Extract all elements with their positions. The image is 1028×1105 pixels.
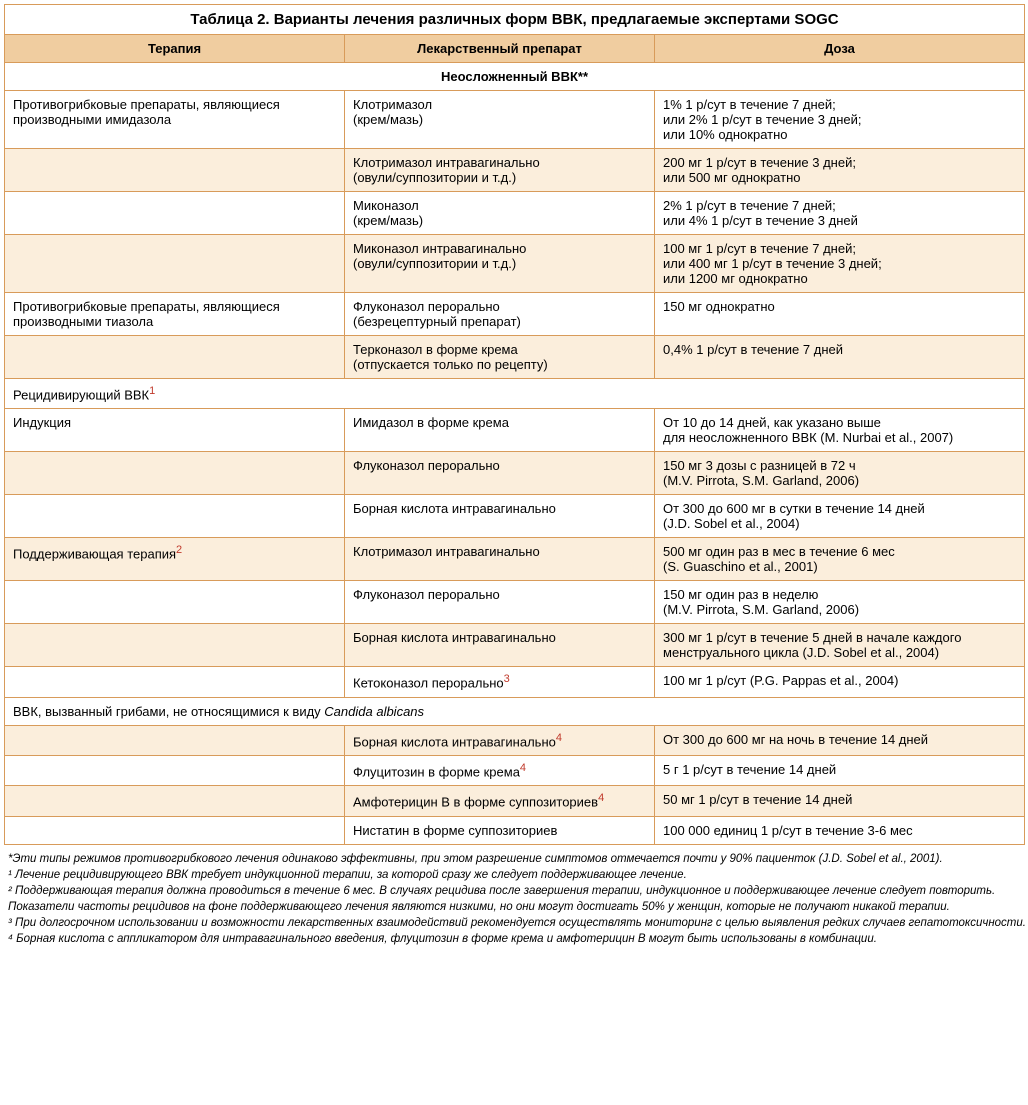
cell-dose: 5 г 1 р/сут в течение 14 дней — [655, 755, 1025, 785]
col-header-dose: Доза — [655, 35, 1025, 63]
cell-drug-sup: 4 — [520, 762, 526, 774]
cell-drug-text: Амфотерицин В в форме суппозиториев — [353, 795, 598, 810]
cell-drug-sup: 4 — [598, 792, 604, 804]
table-row: Флуконазол перорально 150 мг один раз в … — [5, 581, 1025, 624]
cell-therapy — [5, 667, 345, 697]
cell-drug: Флуконазол перорально — [345, 581, 655, 624]
cell-therapy-sup: 2 — [176, 544, 182, 556]
cell-therapy — [5, 452, 345, 495]
table-row: Флуконазол перорально 150 мг 3 дозы с ра… — [5, 452, 1025, 495]
cell-drug-sup: 3 — [504, 673, 510, 685]
cell-drug: Клотримазол интравагинально — [345, 538, 655, 581]
cell-therapy — [5, 725, 345, 755]
cell-therapy — [5, 336, 345, 379]
cell-dose: 200 мг 1 р/сут в течение 3 дней;или 500 … — [655, 149, 1025, 192]
cell-therapy — [5, 786, 345, 816]
cell-drug: Миконазол интравагинально(овули/суппозит… — [345, 235, 655, 293]
section-recurrent: Рецидивирующий ВВК1 — [5, 379, 1025, 409]
cell-dose: От 10 до 14 дней, как указано вышедля не… — [655, 409, 1025, 452]
cell-dose: 2% 1 р/сут в течение 7 дней;или 4% 1 р/с… — [655, 192, 1025, 235]
section-uncomplicated: Неосложненный ВВК** — [5, 63, 1025, 91]
cell-drug: Клотримазол(крем/мазь) — [345, 91, 655, 149]
table-row: Флуцитозин в форме крема4 5 г 1 р/сут в … — [5, 755, 1025, 785]
cell-dose: 100 000 единиц 1 р/сут в течение 3-6 мес — [655, 816, 1025, 844]
cell-drug: Борная кислота интравагинально4 — [345, 725, 655, 755]
cell-drug: Терконазол в форме крема(отпускается тол… — [345, 336, 655, 379]
cell-therapy — [5, 495, 345, 538]
table-row: Борная кислота интравагинально От 300 до… — [5, 495, 1025, 538]
cell-drug: Нистатин в форме суппозиториев — [345, 816, 655, 844]
cell-drug: Флуконазол перорально(безрецептурный пре… — [345, 293, 655, 336]
cell-drug: Миконазол(крем/мазь) — [345, 192, 655, 235]
section-recurrent-text: Рецидивирующий ВВК — [13, 387, 149, 402]
section-non-albicans: ВВК, вызванный грибами, не относящимися … — [5, 697, 1025, 725]
cell-drug: Флуцитозин в форме крема4 — [345, 755, 655, 785]
section-non-albicans-species: Candida albicans — [324, 704, 424, 719]
table-row: Миконазол интравагинально(овули/суппозит… — [5, 235, 1025, 293]
cell-drug: Флуконазол перорально — [345, 452, 655, 495]
table-row: Борная кислота интравагинально 300 мг 1 … — [5, 624, 1025, 667]
cell-dose: 0,4% 1 р/сут в течение 7 дней — [655, 336, 1025, 379]
cell-dose: 150 мг 3 дозы с разницей в 72 ч(M.V. Pir… — [655, 452, 1025, 495]
section-recurrent-sup: 1 — [149, 385, 155, 397]
cell-dose: От 300 до 600 мг в сутки в течение 14 дн… — [655, 495, 1025, 538]
cell-drug: Имидазол в форме крема — [345, 409, 655, 452]
col-header-therapy: Терапия — [5, 35, 345, 63]
table-row: Миконазол(крем/мазь) 2% 1 р/сут в течени… — [5, 192, 1025, 235]
cell-drug: Борная кислота интравагинально — [345, 495, 655, 538]
cell-drug-text: Борная кислота интравагинально — [353, 734, 556, 749]
footnote-1: ¹ Лечение рецидивирующего ВВК требует ин… — [8, 867, 1028, 883]
cell-therapy: Противогрибковые препараты, являющиеся п… — [5, 293, 345, 336]
footnotes: *Эти типы режимов противогрибкового лече… — [4, 845, 1028, 948]
footnote-0: *Эти типы режимов противогрибкового лече… — [8, 851, 1028, 867]
table-row: Поддерживающая терапия2 Клотримазол интр… — [5, 538, 1025, 581]
cell-dose: 150 мг один раз в неделю(M.V. Pirrota, S… — [655, 581, 1025, 624]
cell-dose: От 300 до 600 мг на ночь в течение 14 дн… — [655, 725, 1025, 755]
cell-dose: 150 мг однократно — [655, 293, 1025, 336]
cell-therapy — [5, 624, 345, 667]
col-header-drug: Лекарственный препарат — [345, 35, 655, 63]
section-non-albicans-text: ВВК, вызванный грибами, не относящимися … — [13, 704, 324, 719]
cell-therapy: Противогрибковые препараты, являющиеся п… — [5, 91, 345, 149]
table-row: Кетоконазол перорально3 100 мг 1 р/сут (… — [5, 667, 1025, 697]
cell-drug-text: Флуцитозин в форме крема — [353, 764, 520, 779]
cell-therapy — [5, 235, 345, 293]
cell-dose: 300 мг 1 р/сут в течение 5 дней в начале… — [655, 624, 1025, 667]
cell-dose: 100 мг 1 р/сут в течение 7 дней;или 400 … — [655, 235, 1025, 293]
table-row: Противогрибковые препараты, являющиеся п… — [5, 91, 1025, 149]
table-row: Клотримазол интравагинально(овули/суппоз… — [5, 149, 1025, 192]
table-row: Борная кислота интравагинально4 От 300 д… — [5, 725, 1025, 755]
cell-therapy: Индукция — [5, 409, 345, 452]
table-row: Терконазол в форме крема(отпускается тол… — [5, 336, 1025, 379]
table-row: Нистатин в форме суппозиториев 100 000 е… — [5, 816, 1025, 844]
footnote-2: ² Поддерживающая терапия должна проводит… — [8, 883, 1028, 915]
footnote-4: ⁴ Борная кислота с аппликатором для интр… — [8, 931, 1028, 947]
table-title: Таблица 2. Варианты лечения различных фо… — [5, 5, 1025, 35]
cell-dose: 50 мг 1 р/сут в течение 14 дней — [655, 786, 1025, 816]
footnote-3: ³ При долгосрочном использовании и возмо… — [8, 915, 1028, 931]
cell-therapy — [5, 816, 345, 844]
cell-drug: Борная кислота интравагинально — [345, 624, 655, 667]
table-row: Индукция Имидазол в форме крема От 10 до… — [5, 409, 1025, 452]
cell-drug-text: Кетоконазол перорально — [353, 676, 504, 691]
cell-drug-sup: 4 — [556, 732, 562, 744]
cell-dose: 100 мг 1 р/сут (P.G. Pappas et al., 2004… — [655, 667, 1025, 697]
cell-drug: Кетоконазол перорально3 — [345, 667, 655, 697]
cell-dose: 1% 1 р/сут в течение 7 дней;или 2% 1 р/с… — [655, 91, 1025, 149]
table-row: Противогрибковые препараты, являющиеся п… — [5, 293, 1025, 336]
cell-therapy — [5, 581, 345, 624]
cell-therapy — [5, 755, 345, 785]
cell-drug: Амфотерицин В в форме суппозиториев4 — [345, 786, 655, 816]
treatment-table: Таблица 2. Варианты лечения различных фо… — [4, 4, 1025, 845]
cell-therapy — [5, 149, 345, 192]
cell-dose: 500 мг один раз в мес в течение 6 мес(S.… — [655, 538, 1025, 581]
cell-therapy: Поддерживающая терапия2 — [5, 538, 345, 581]
table-row: Амфотерицин В в форме суппозиториев4 50 … — [5, 786, 1025, 816]
cell-therapy-text: Поддерживающая терапия — [13, 547, 176, 562]
cell-therapy — [5, 192, 345, 235]
cell-drug: Клотримазол интравагинально(овули/суппоз… — [345, 149, 655, 192]
